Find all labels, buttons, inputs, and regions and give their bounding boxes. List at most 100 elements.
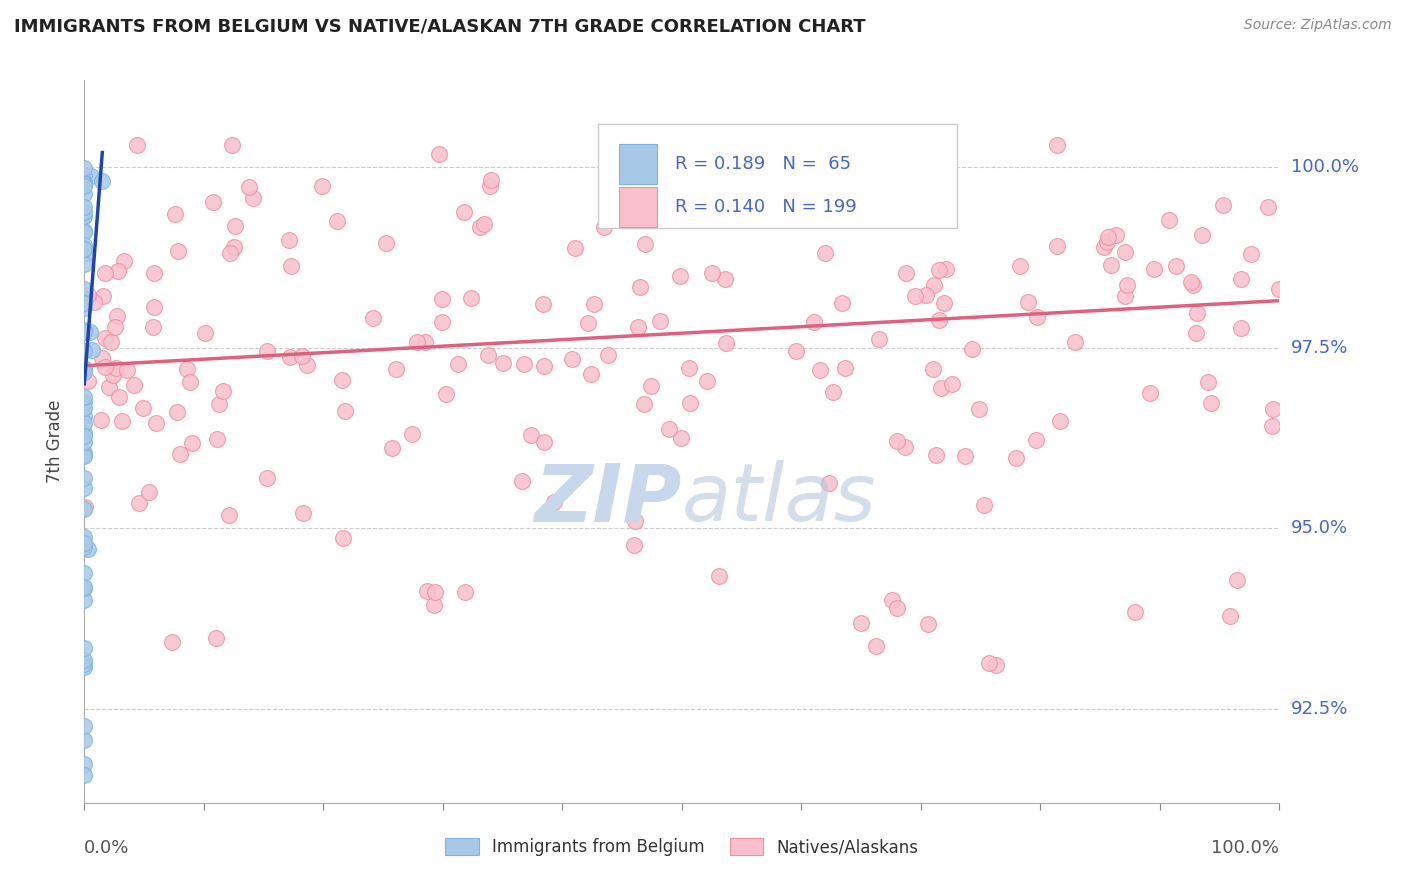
Text: R = 0.189   N =  65: R = 0.189 N = 65	[675, 155, 851, 173]
Point	[1226, 573, 1249, 587]
Text: 100.0%: 100.0%	[1291, 158, 1358, 176]
Point	[291, 350, 314, 364]
Point	[479, 178, 502, 193]
Text: 100.0%: 100.0%	[1212, 839, 1279, 857]
Point	[434, 387, 457, 401]
Point	[1180, 275, 1202, 289]
Point	[104, 360, 127, 375]
Point	[73, 168, 96, 182]
Point	[205, 631, 228, 645]
Point	[73, 325, 96, 339]
Point	[882, 593, 904, 607]
Point	[1191, 227, 1213, 242]
Point	[73, 592, 96, 607]
Point	[73, 756, 96, 771]
Point	[115, 362, 138, 376]
Point	[169, 447, 191, 461]
Point	[280, 259, 302, 273]
Point	[73, 394, 96, 409]
Point	[297, 358, 319, 372]
Point	[77, 541, 100, 556]
Point	[138, 484, 160, 499]
Point	[1185, 306, 1208, 320]
Point	[714, 271, 737, 285]
Point	[73, 242, 96, 256]
Point	[111, 414, 134, 428]
Point	[904, 162, 927, 177]
Point	[915, 288, 938, 302]
Point	[633, 237, 655, 252]
Point	[863, 186, 886, 200]
Point	[278, 351, 301, 365]
Point	[984, 657, 1007, 672]
Point	[73, 344, 96, 359]
Text: IMMIGRANTS FROM BELGIUM VS NATIVE/ALASKAN 7TH GRADE CORRELATION CHART: IMMIGRANTS FROM BELGIUM VS NATIVE/ALASKA…	[14, 18, 866, 36]
Point	[413, 335, 436, 350]
Point	[73, 237, 96, 252]
Point	[1143, 261, 1166, 276]
Point	[401, 426, 423, 441]
Point	[73, 409, 96, 423]
Point	[73, 366, 96, 380]
Point	[1017, 294, 1039, 309]
Point	[894, 267, 917, 281]
Point	[1049, 414, 1071, 428]
Point	[1197, 375, 1219, 389]
Point	[73, 209, 96, 223]
Point	[834, 360, 856, 375]
Point	[808, 363, 831, 377]
Point	[73, 719, 96, 733]
Point	[333, 404, 356, 418]
Point	[447, 357, 470, 371]
Point	[512, 474, 534, 488]
Point	[162, 634, 184, 648]
Point	[73, 500, 96, 514]
Point	[474, 218, 496, 232]
Point	[932, 296, 955, 310]
Point	[747, 180, 769, 194]
Point	[1263, 402, 1285, 417]
Point	[707, 569, 730, 583]
Point	[624, 514, 647, 528]
Point	[73, 446, 96, 460]
Point	[163, 207, 186, 221]
Point	[122, 377, 145, 392]
Point	[73, 471, 96, 485]
Point	[90, 412, 112, 426]
Point	[108, 390, 131, 404]
Point	[361, 311, 384, 326]
Point	[941, 377, 963, 392]
Point	[423, 598, 446, 612]
Point	[143, 267, 166, 281]
Point	[650, 314, 672, 328]
Point	[520, 427, 543, 442]
Point	[1123, 605, 1146, 619]
Point	[73, 296, 96, 310]
Point	[73, 200, 96, 214]
Text: 95.0%: 95.0%	[1291, 519, 1348, 537]
Point	[865, 639, 887, 653]
Point	[925, 448, 948, 462]
Point	[1105, 228, 1128, 243]
Point	[429, 147, 451, 161]
Point	[596, 349, 619, 363]
Point	[453, 205, 475, 219]
Point	[460, 291, 482, 305]
Point	[73, 161, 96, 175]
Point	[83, 294, 105, 309]
Point	[94, 359, 117, 374]
Point	[73, 178, 96, 192]
Point	[886, 434, 908, 449]
Point	[224, 240, 246, 254]
Point	[1164, 259, 1187, 273]
Point	[221, 138, 243, 153]
Point	[73, 653, 96, 667]
Point	[332, 373, 354, 387]
Point	[80, 343, 103, 357]
Point	[973, 498, 995, 512]
Point	[543, 494, 565, 508]
Point	[73, 176, 96, 190]
Point	[218, 245, 240, 260]
Point	[73, 732, 96, 747]
Point	[238, 179, 260, 194]
